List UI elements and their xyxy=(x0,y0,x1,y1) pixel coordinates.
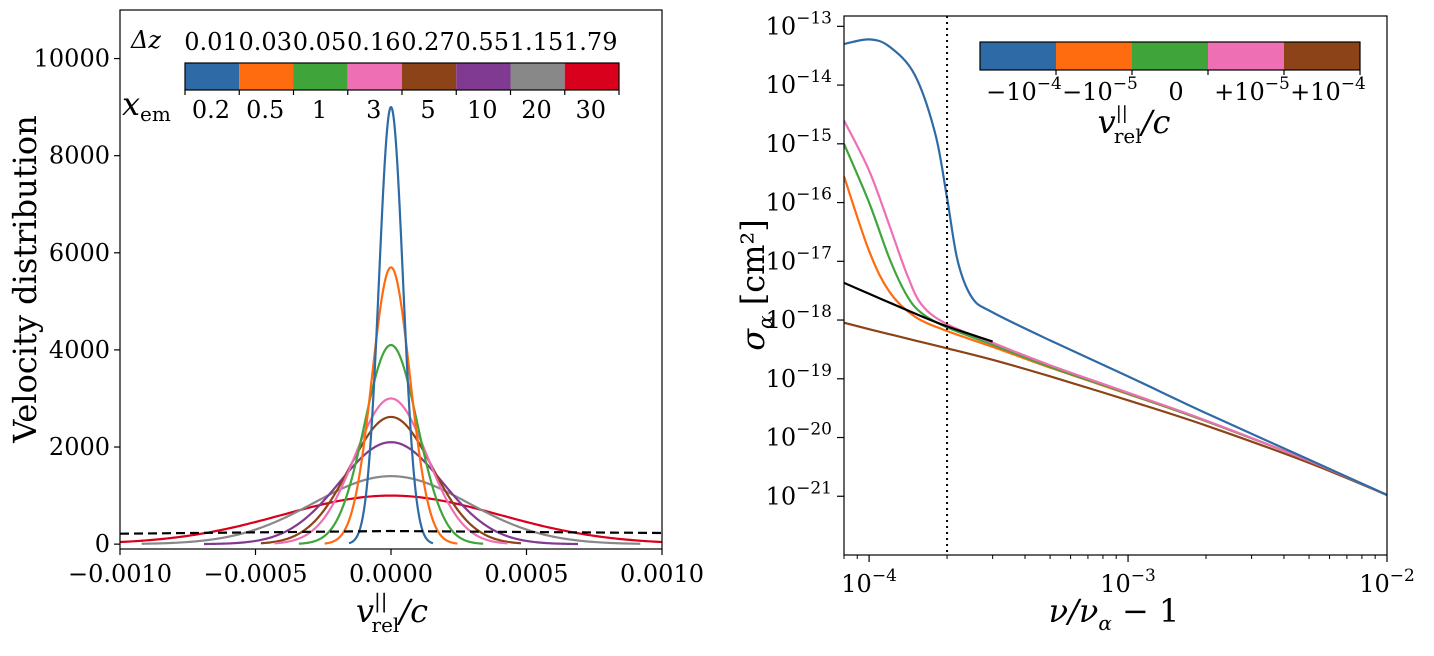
right-colorbar-swatch xyxy=(980,42,1056,70)
right-colorbar-outline xyxy=(979,41,1361,71)
left-series-line-1 xyxy=(324,266,458,545)
right-series-line-3 xyxy=(844,119,1387,497)
left-x-axis-label: v|| rel/c xyxy=(356,589,428,637)
left-x-tick-label: −0.0005 xyxy=(203,560,307,588)
left-colorbar-bottom-tick: 10 xyxy=(467,96,498,124)
right-colorbar-swatch xyxy=(1208,42,1284,70)
left-colorbar-swatch xyxy=(347,63,402,90)
right-ticks: 10−4 10−3 10−2 10−21 10−20 10−19 10−18 10−17 10−… xyxy=(766,8,1415,598)
right-colorbar-tick-label: 0 xyxy=(1168,78,1183,106)
left-colorbar-swatch xyxy=(510,63,565,90)
left-series-line-4 xyxy=(260,415,522,545)
right-colorbar-swatch xyxy=(1284,42,1360,70)
left-series-line-6 xyxy=(141,475,641,545)
left-y-tick-label: 10000 xyxy=(34,45,110,73)
right-y-tick-label: 10−14 xyxy=(766,67,832,99)
right-curves xyxy=(844,16,1387,555)
left-colorbar-bottom-tick: 3 xyxy=(366,96,381,124)
right-colorbar-swatch xyxy=(1132,42,1208,70)
left-colorbar-swatch xyxy=(293,63,348,90)
left-colorbar-bottom-tick: 0.5 xyxy=(246,96,284,124)
left-colorbar-bottom-tick: 20 xyxy=(521,96,552,124)
left-x-tick-label: 0.0005 xyxy=(485,560,569,588)
left-reference-dashed-line xyxy=(120,529,662,535)
right-colorbar-tick-label: +10−4 xyxy=(1290,74,1366,106)
left-colorbar-swatch xyxy=(402,63,457,90)
left-curves xyxy=(120,105,662,546)
left-colorbar-swatch xyxy=(456,63,511,90)
right-series-line-4 xyxy=(844,321,1387,497)
right-colorbar-tick-label: −10−5 xyxy=(1062,74,1138,106)
right-y-tick-label: 10−19 xyxy=(766,361,832,393)
right-y-tick-label: 10−21 xyxy=(766,478,832,510)
right-y-tick-label: 10−16 xyxy=(766,185,832,217)
left-y-axis-label: Velocity distribution xyxy=(6,115,44,443)
right-colorbar-swatch xyxy=(1056,42,1132,70)
right-reference-line xyxy=(844,281,993,343)
left-y-tick-label: 8000 xyxy=(49,142,110,170)
left-series-line-0 xyxy=(348,105,434,545)
left-colorbar-top-tick: 0.01 xyxy=(184,28,237,56)
right-series-line-2 xyxy=(844,143,1387,497)
left-series-line-2 xyxy=(298,343,484,545)
right-x-tick-label: 10−2 xyxy=(1359,566,1415,598)
left-colorbar-top-tick: 0.05 xyxy=(293,28,346,56)
left-colorbar-swatch xyxy=(185,63,240,90)
right-y-axis-label: σα [cm²] xyxy=(734,219,777,351)
left-colorbar-bottom-tick: 0.2 xyxy=(192,96,230,124)
right-series-line-1 xyxy=(844,175,1387,497)
right-series-line-0 xyxy=(844,38,1387,497)
right-axes-box xyxy=(843,15,1388,556)
left-y-tick-label: 0 xyxy=(95,530,110,558)
left-axes-frame xyxy=(119,9,663,550)
right-colorbar-tick-label: +10−5 xyxy=(1214,74,1290,106)
left-series-line-5 xyxy=(204,441,578,546)
left-colorbar: 0.01 0.03 0.05 0.16 0.27 0.55 1.15 1.79 0.2 0.5 1 3… xyxy=(122,26,620,126)
left-colorbar-bottom-tick: 30 xyxy=(575,96,606,124)
right-y-tick-label: 10−17 xyxy=(766,243,832,275)
left-colorbar-top-tick: 1.79 xyxy=(564,28,617,56)
left-axes-box xyxy=(119,9,663,550)
right-chart: 10−4 10−3 10−2 10−21 10−20 10−19 10−18 10−17 10−… xyxy=(734,8,1415,635)
left-colorbar-swatch xyxy=(564,63,619,90)
right-x-tick-label: 10−4 xyxy=(841,566,897,598)
right-y-tick-label: 10−20 xyxy=(766,420,832,452)
left-y-tick-label: 4000 xyxy=(49,336,110,364)
right-x-tick-label: 10−3 xyxy=(1100,566,1156,598)
right-colorbar-label: v|| rel/c xyxy=(1098,103,1171,148)
left-x-tick-label: 0.0000 xyxy=(349,560,433,588)
right-y-tick-label: 10−15 xyxy=(766,126,832,158)
right-x-axis-label: ν/να − 1 xyxy=(1049,592,1180,635)
right-axes-frame xyxy=(843,15,1388,556)
left-series-line-3 xyxy=(274,397,508,545)
left-colorbar-bottom-label: xem xyxy=(122,85,171,126)
left-colorbar-swatch xyxy=(239,63,294,90)
left-colorbar-top-tick: 0.55 xyxy=(456,28,509,56)
left-colorbar-bottom-tick: 1 xyxy=(312,96,327,124)
left-chart: −0.0010 −0.0005 0.0000 0.0005 0.0010 0 2000 400… xyxy=(6,9,704,637)
right-colorbar: −10−4 −10−5 0 +10−5 +10−4 v|| rel/c xyxy=(979,41,1366,148)
left-series-line-7 xyxy=(120,494,662,544)
left-colorbar-top-tick: 0.03 xyxy=(239,28,292,56)
left-ticks: −0.0010 −0.0005 0.0000 0.0005 0.0010 0 2000 400… xyxy=(34,45,704,588)
left-y-tick-label: 2000 xyxy=(49,433,110,461)
left-colorbar-top-label: Δz xyxy=(130,26,161,54)
right-colorbar-tick-label: −10−4 xyxy=(986,74,1062,106)
left-x-tick-label: 0.0010 xyxy=(620,560,704,588)
right-y-tick-label: 10−18 xyxy=(766,302,832,334)
left-x-tick-label: −0.0010 xyxy=(68,560,172,588)
left-colorbar-bottom-tick: 5 xyxy=(420,96,435,124)
left-colorbar-top-tick: 0.27 xyxy=(401,28,454,56)
left-y-tick-label: 6000 xyxy=(49,239,110,267)
right-y-tick-label: 10−13 xyxy=(766,8,832,40)
left-colorbar-top-tick: 1.15 xyxy=(510,28,563,56)
left-colorbar-top-tick: 0.16 xyxy=(347,28,400,56)
